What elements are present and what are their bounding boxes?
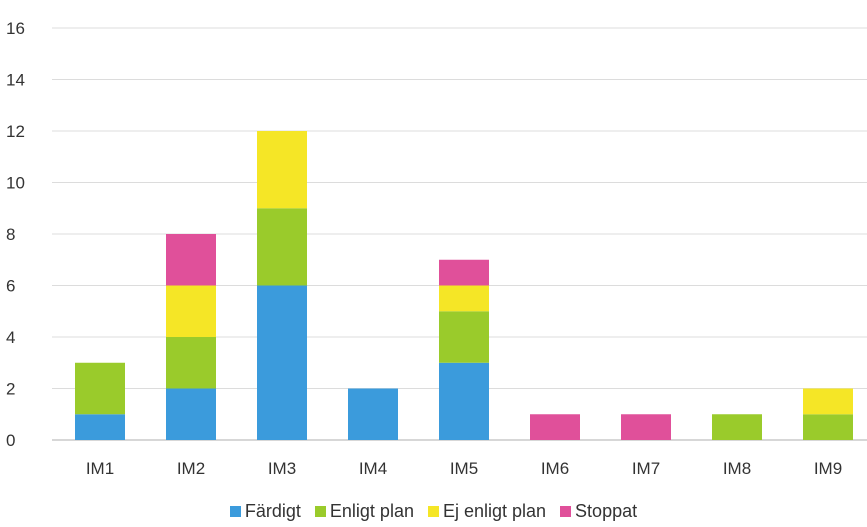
- bar-segment: [166, 234, 216, 286]
- bar-segment: [439, 285, 489, 312]
- y-tick-label: 0: [6, 431, 15, 450]
- y-tick-label: 14: [6, 71, 25, 90]
- bar-segment: [166, 337, 216, 389]
- bar-segment: [803, 414, 853, 440]
- legend-swatch: [229, 505, 241, 517]
- bar-segment: [803, 388, 853, 415]
- legend-item: Ej enligt plan: [427, 500, 547, 522]
- legend: Färdigt Enligt plan Ej enligt plan Stoppat: [0, 497, 867, 525]
- bar-segment: [257, 285, 307, 440]
- legend-label: Ej enligt plan: [442, 500, 547, 521]
- bar-segment: [712, 414, 762, 440]
- bar-segment: [348, 388, 398, 440]
- bar-segment: [530, 414, 580, 440]
- y-tick-label: 16: [6, 19, 25, 38]
- y-tick-label: 4: [6, 328, 15, 347]
- legend-swatch: [427, 505, 439, 517]
- x-tick-label: IM2: [177, 459, 205, 478]
- y-tick-label: 10: [6, 174, 25, 193]
- bar-segment: [621, 414, 671, 440]
- legend-label: Enligt plan: [329, 500, 414, 521]
- bar-segment: [439, 362, 489, 440]
- bar-segment: [257, 131, 307, 209]
- y-tick-label: 12: [6, 122, 25, 141]
- x-tick-label: IM8: [723, 459, 751, 478]
- x-tick-label: IM6: [541, 459, 569, 478]
- bar-segment: [75, 362, 125, 415]
- bar-segment: [257, 208, 307, 286]
- x-tick-label: IM9: [814, 459, 842, 478]
- bar-segment: [439, 311, 489, 363]
- x-tick-label: IM3: [268, 459, 296, 478]
- legend-item: Färdigt: [229, 500, 301, 522]
- legend-item: Stoppat: [560, 501, 637, 522]
- legend-swatch: [314, 505, 326, 517]
- legend-swatch: [560, 505, 572, 517]
- bars: [75, 131, 853, 440]
- bar-segment: [166, 388, 216, 440]
- bar-segment: [166, 285, 216, 337]
- y-tick-label: 6: [6, 277, 15, 296]
- y-tick-label: 8: [6, 225, 15, 244]
- x-tick-label: IM7: [632, 459, 660, 478]
- x-axis-ticks: IM1 IM2 IM3 IM4 IM5 IM6 IM7 IM8 IM9: [86, 459, 842, 478]
- y-axis-ticks: 0 2 4 6 8 10 12 14 16: [6, 19, 25, 450]
- x-tick-label: IM1: [86, 459, 114, 478]
- legend-item: Enligt plan: [314, 500, 414, 522]
- legend-label: Färdigt: [244, 500, 301, 521]
- x-tick-label: IM5: [450, 459, 478, 478]
- x-tick-label: IM4: [359, 459, 387, 478]
- bar-segment: [439, 259, 489, 286]
- bar-segment: [75, 414, 125, 440]
- y-tick-label: 2: [6, 380, 15, 399]
- legend-label: Stoppat: [575, 500, 638, 521]
